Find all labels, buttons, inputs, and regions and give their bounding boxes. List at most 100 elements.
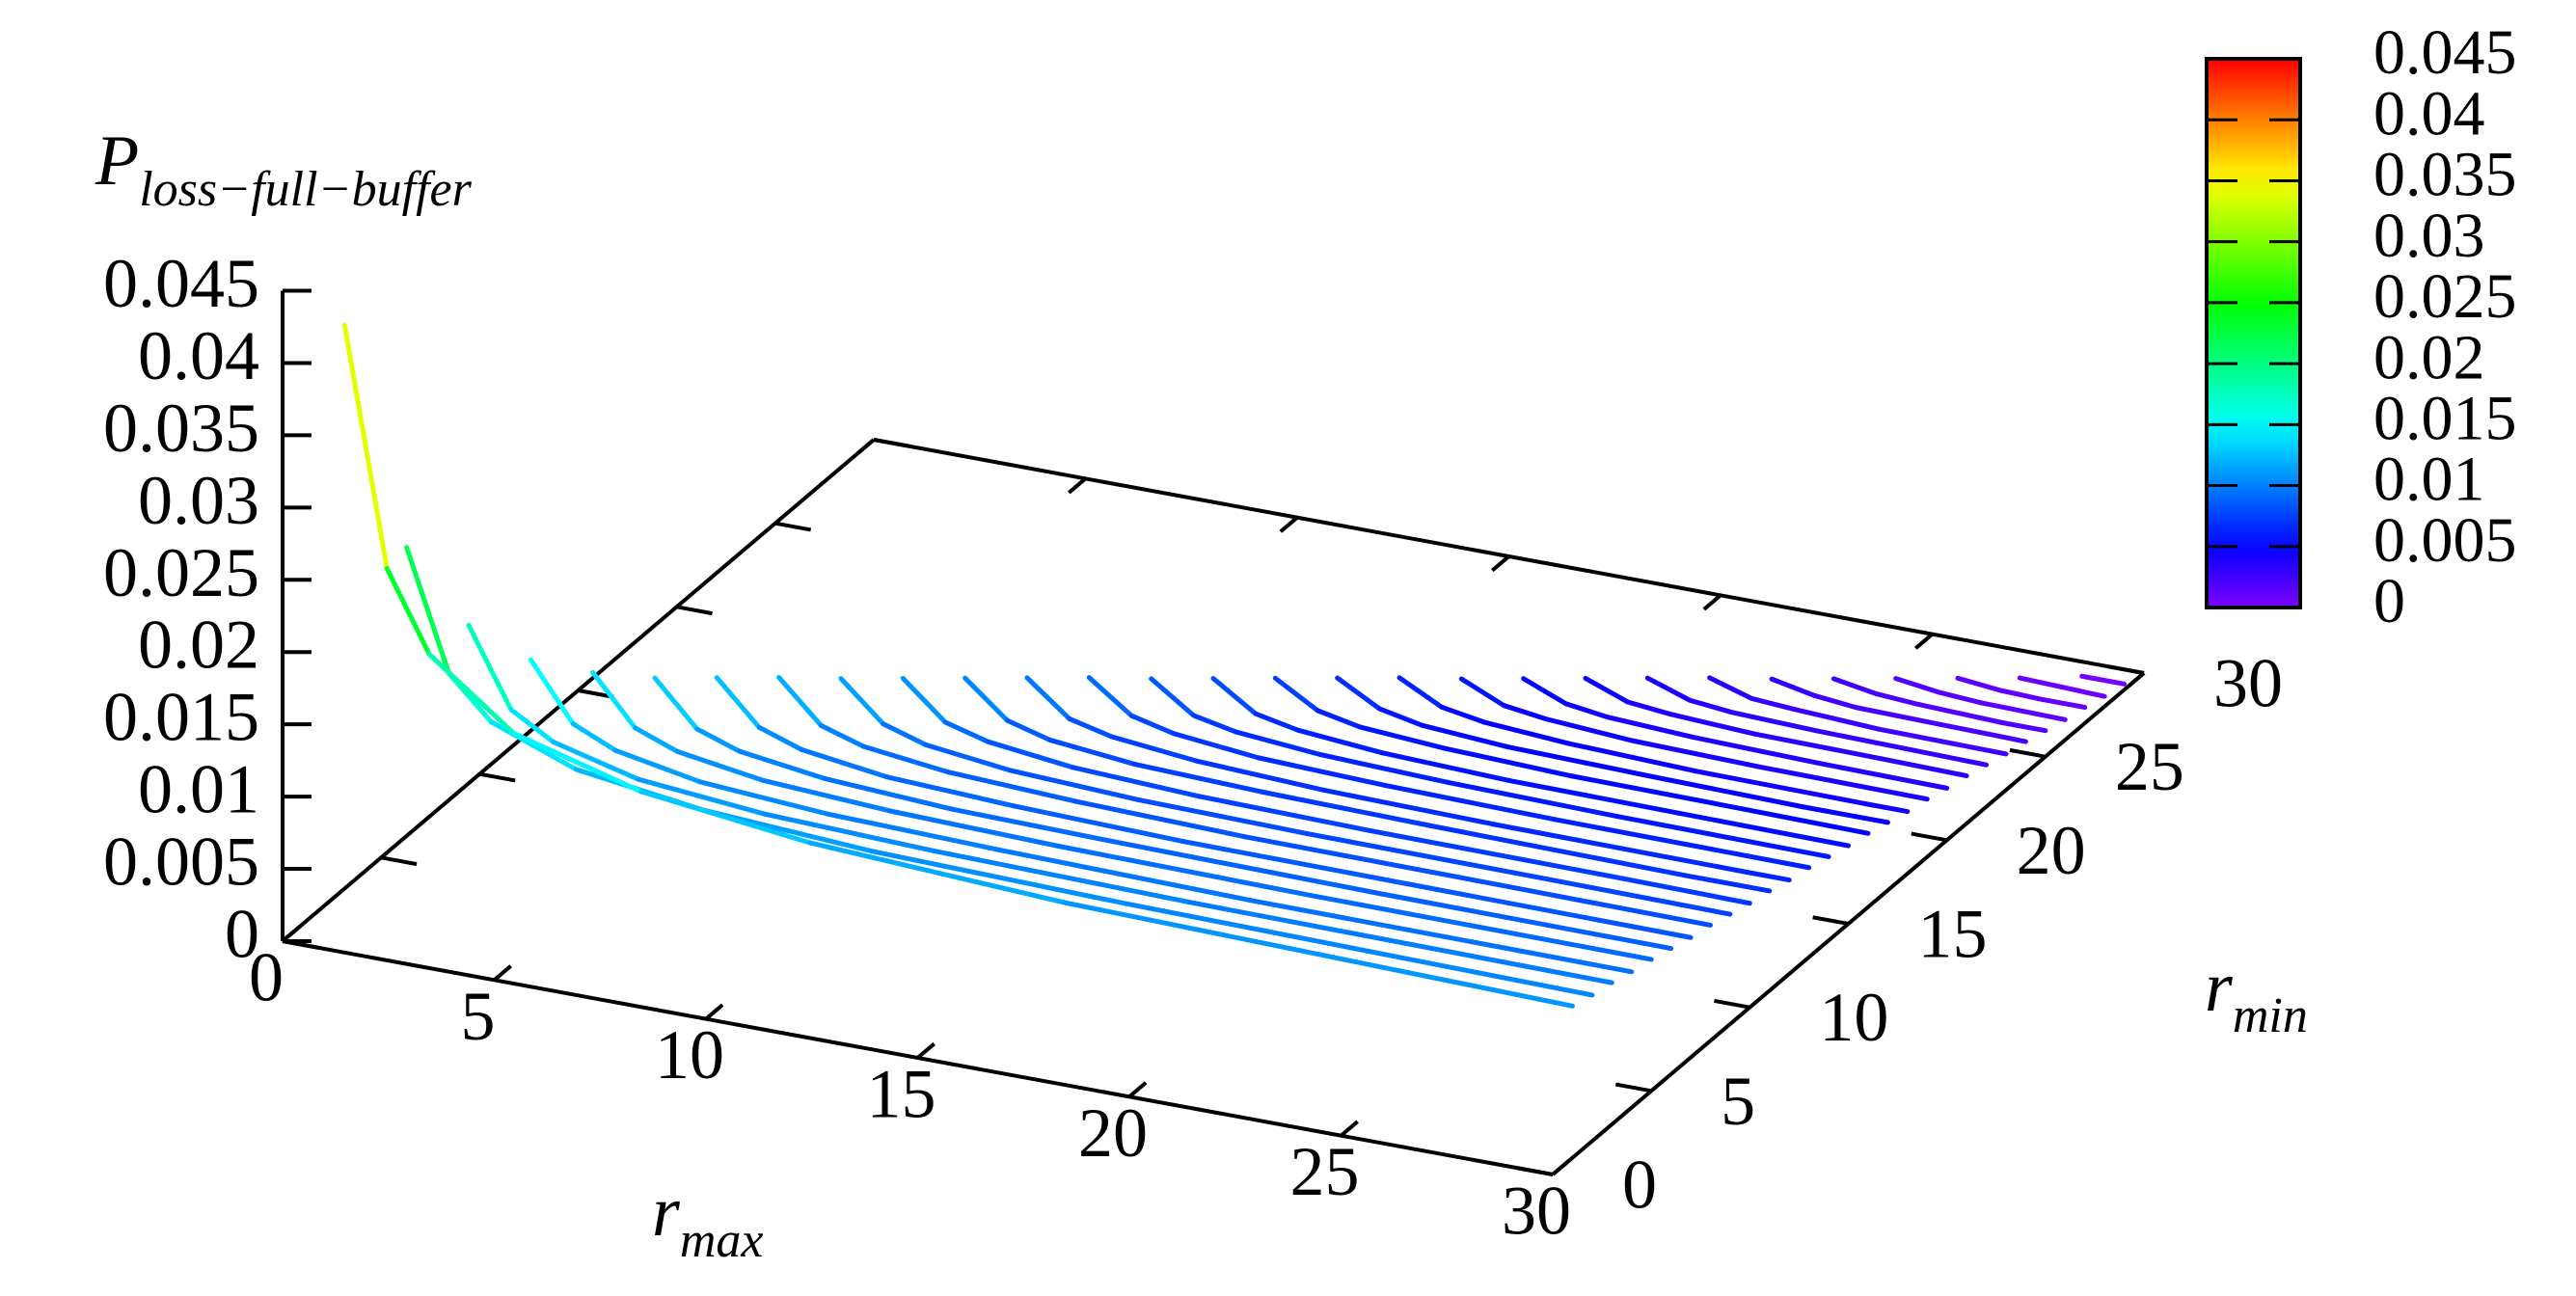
data-line-segment: [1011, 803, 1185, 844]
y-tick: [1911, 831, 1948, 843]
data-line-segment: [993, 847, 1254, 904]
data-line-segment: [404, 545, 452, 677]
data-line-segment: [426, 652, 517, 737]
data-line-segment: [551, 739, 641, 782]
data-line-segment: [759, 777, 892, 814]
z-axis-label: Ploss−full−buffer: [95, 122, 473, 217]
data-line-segment: [819, 723, 866, 749]
data-line-segment: [652, 675, 700, 732]
data-line-segment: [1197, 794, 1371, 833]
data-line-segment: [1383, 783, 1558, 823]
data-line-segment: [1439, 704, 1487, 725]
data-line-segment: [1543, 716, 1634, 743]
data-line-segment: [1320, 787, 1496, 827]
x-tick-label: 25: [1290, 1133, 1360, 1210]
y-tick-label: 0: [1622, 1147, 1657, 1224]
colorbar-tick-label: 0: [2373, 566, 2405, 636]
data-line-segment: [1210, 676, 1259, 716]
data-line-segment: [1194, 758, 1326, 793]
y-tick: [2009, 747, 2047, 759]
x-tick-mirror: [1068, 476, 1087, 495]
data-line-segment: [1086, 675, 1134, 718]
data-line-segment: [1738, 806, 1871, 836]
data-line-segment: [1690, 734, 1823, 767]
data-line-segment: [1749, 695, 1797, 713]
data-line-segment: [1620, 876, 1752, 906]
y-tick-mirror: [380, 855, 418, 867]
data-line-segment: [1304, 830, 1563, 884]
data-line-segment: [1936, 689, 1983, 706]
z-tick-label: 0.025: [103, 534, 259, 611]
y-tick-label: 25: [2115, 728, 2184, 805]
data-line-segment: [838, 676, 886, 727]
data-line-segment: [860, 743, 951, 775]
z-tick-label: 0.03: [138, 462, 259, 539]
data-line-segment: [1625, 699, 1673, 717]
data-line-segment: [1024, 675, 1072, 721]
data-line-segment: [1248, 898, 1635, 975]
data-line-segment: [923, 742, 1014, 773]
data-line-segment: [1005, 717, 1052, 742]
data-line-segment: [1977, 700, 2068, 722]
data-line-segment: [883, 774, 1017, 809]
data-line-segment: [2040, 696, 2088, 711]
data-line-segment: [942, 719, 990, 744]
x-label-main: r: [652, 1173, 681, 1252]
data-line-segment: [1915, 701, 2006, 726]
data-line-segment: [963, 675, 1011, 723]
x-tick: [281, 925, 301, 943]
y-tick: [2107, 664, 2145, 675]
z-label-main: P: [95, 122, 139, 201]
x-tick: [1551, 1158, 1571, 1176]
data-line-segment: [1614, 814, 1831, 859]
data-line-segment: [1693, 769, 1868, 806]
z-tick-label: 0.045: [103, 245, 259, 322]
data-line-segment: [633, 725, 680, 754]
x-axis-label: rmax: [652, 1173, 763, 1268]
x-tick-mirror: [1491, 554, 1510, 573]
y-tick-mirror: [478, 771, 516, 783]
data-line-segment: [1124, 901, 1595, 998]
y-tick-mirror: [873, 438, 910, 448]
data-line-segment: [1062, 900, 1575, 1009]
x-tick-mirror: [1914, 633, 1934, 650]
data-line-segment: [1272, 675, 1320, 714]
data-line-segment: [1419, 722, 1509, 749]
data-line-segment: [1371, 890, 1674, 952]
data-line-segment: [1791, 707, 1882, 732]
data-line-segment: [1552, 817, 1812, 871]
data-line-segment: [1893, 676, 1941, 695]
colorbar-tick-label: 0.015: [2373, 383, 2517, 453]
data-line-segment: [985, 739, 1075, 770]
data-line-segment: [1149, 676, 1197, 718]
data-line-segment: [1366, 827, 1626, 881]
x-tick: [1127, 1081, 1148, 1098]
data-line-segment: [1070, 765, 1203, 799]
data-line-segment: [1118, 840, 1377, 896]
colorbar-tick-label: 0.045: [2373, 17, 2517, 88]
data-line-segment: [1490, 822, 1749, 876]
y-tick-mirror: [774, 521, 812, 532]
colorbar-tick-label: 0.005: [2373, 505, 2517, 576]
data-line-segment: [1501, 703, 1549, 722]
data-line-segment: [1631, 770, 1806, 810]
data-line-segment: [1830, 676, 1879, 696]
data-line-segment: [674, 748, 765, 783]
data-line-segment: [1315, 708, 1363, 730]
data-line-segment: [1862, 800, 1911, 815]
data-line-segment: [1729, 710, 1820, 734]
z-tick-label: 0.04: [138, 317, 259, 394]
data-line-segment: [1506, 778, 1682, 816]
data-line-segment: [1396, 675, 1445, 710]
data-line-segment: [1876, 726, 2009, 757]
data-line-segment: [1445, 779, 1620, 820]
data-line-segment: [1242, 834, 1502, 888]
data-line-segment: [714, 675, 762, 730]
z-tick-label: 0.01: [138, 751, 259, 828]
data-line-segment: [1644, 675, 1693, 703]
data-line-segment: [1056, 844, 1315, 899]
data-line-segment: [488, 719, 579, 772]
y-tick: [1614, 1082, 1652, 1094]
y-tick-label: 10: [1819, 979, 1888, 1056]
data-line-segment: [1566, 741, 1698, 774]
